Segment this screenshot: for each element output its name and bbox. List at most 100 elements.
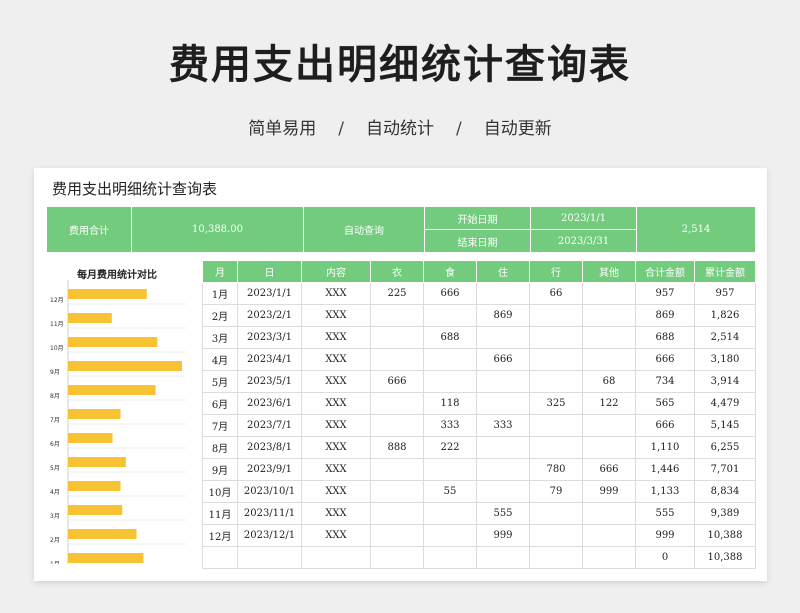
cell-food[interactable]: 118	[423, 392, 477, 415]
cell-clothing[interactable]: 666	[370, 370, 424, 393]
cell-housing[interactable]	[476, 546, 530, 569]
cell-content[interactable]: XXX	[301, 502, 371, 525]
cell-clothing[interactable]	[370, 546, 424, 569]
cell-clothing[interactable]	[370, 348, 424, 371]
cell-food[interactable]	[423, 370, 477, 393]
cell-cumulative[interactable]: 3,180	[694, 348, 756, 371]
cell-month[interactable]: 3月	[202, 326, 238, 349]
cell-other[interactable]	[582, 282, 636, 305]
cell-other[interactable]	[582, 414, 636, 437]
cell-cumulative[interactable]: 9,389	[694, 502, 756, 525]
cell-month[interactable]: 4月	[202, 348, 238, 371]
column-header-food[interactable]: 食	[423, 260, 477, 283]
cell-other[interactable]	[582, 436, 636, 459]
cell-transport[interactable]	[529, 348, 583, 371]
cell-housing[interactable]	[476, 370, 530, 393]
cell-clothing[interactable]	[370, 392, 424, 415]
cell-row-total[interactable]: 666	[635, 414, 695, 437]
cell-clothing[interactable]	[370, 414, 424, 437]
query-result-value[interactable]: 2,514	[636, 206, 756, 253]
cell-month[interactable]: 1月	[202, 282, 238, 305]
cell-content[interactable]: XXX	[301, 282, 371, 305]
cell-content[interactable]: XXX	[301, 304, 371, 327]
cell-food[interactable]	[423, 524, 477, 547]
cell-date[interactable]: 2023/9/1	[237, 458, 302, 481]
cell-month[interactable]: 6月	[202, 392, 238, 415]
cell-content[interactable]: XXX	[301, 326, 371, 349]
cell-other[interactable]	[582, 348, 636, 371]
cell-month[interactable]: 5月	[202, 370, 238, 393]
cell-clothing[interactable]	[370, 304, 424, 327]
column-header-content[interactable]: 内容	[301, 260, 371, 283]
cell-clothing[interactable]	[370, 458, 424, 481]
cell-food[interactable]	[423, 502, 477, 525]
cell-transport[interactable]	[529, 502, 583, 525]
cell-content[interactable]: XXX	[301, 524, 371, 547]
cell-cumulative[interactable]: 7,701	[694, 458, 756, 481]
cell-clothing[interactable]	[370, 502, 424, 525]
cell-transport[interactable]	[529, 524, 583, 547]
cell-row-total[interactable]: 0	[635, 546, 695, 569]
cell-food[interactable]: 333	[423, 414, 477, 437]
cell-cumulative[interactable]: 6,255	[694, 436, 756, 459]
column-header-transport[interactable]: 行	[529, 260, 583, 283]
cell-row-total[interactable]: 957	[635, 282, 695, 305]
cell-row-total[interactable]: 999	[635, 524, 695, 547]
cell-housing[interactable]	[476, 326, 530, 349]
cell-row-total[interactable]: 666	[635, 348, 695, 371]
cell-other[interactable]	[582, 304, 636, 327]
cell-food[interactable]	[423, 458, 477, 481]
cell-transport[interactable]	[529, 546, 583, 569]
cell-cumulative[interactable]: 3,914	[694, 370, 756, 393]
cell-row-total[interactable]: 869	[635, 304, 695, 327]
cell-row-total[interactable]: 688	[635, 326, 695, 349]
cell-cumulative[interactable]: 957	[694, 282, 756, 305]
cell-date[interactable]: 2023/7/1	[237, 414, 302, 437]
cell-content[interactable]: XXX	[301, 348, 371, 371]
start-date-value[interactable]: 2023/1/1	[530, 206, 637, 230]
cell-row-total[interactable]: 565	[635, 392, 695, 415]
cell-month[interactable]: 11月	[202, 502, 238, 525]
cell-content[interactable]: XXX	[301, 458, 371, 481]
cell-other[interactable]: 68	[582, 370, 636, 393]
cell-food[interactable]: 666	[423, 282, 477, 305]
cell-other[interactable]: 122	[582, 392, 636, 415]
cell-other[interactable]	[582, 326, 636, 349]
column-header-housing[interactable]: 住	[476, 260, 530, 283]
cell-cumulative[interactable]: 4,479	[694, 392, 756, 415]
cell-date[interactable]: 2023/3/1	[237, 326, 302, 349]
cell-transport[interactable]: 325	[529, 392, 583, 415]
cell-cumulative[interactable]: 2,514	[694, 326, 756, 349]
cell-transport[interactable]	[529, 326, 583, 349]
cell-clothing[interactable]: 888	[370, 436, 424, 459]
cell-date[interactable]: 2023/6/1	[237, 392, 302, 415]
cell-month[interactable]: 2月	[202, 304, 238, 327]
cell-row-total[interactable]: 555	[635, 502, 695, 525]
cell-housing[interactable]	[476, 392, 530, 415]
cell-food[interactable]	[423, 304, 477, 327]
cell-transport[interactable]	[529, 304, 583, 327]
cell-date[interactable]	[237, 546, 302, 569]
cell-housing[interactable]: 333	[476, 414, 530, 437]
cell-housing[interactable]: 555	[476, 502, 530, 525]
cell-month[interactable]	[202, 546, 238, 569]
cell-month[interactable]: 8月	[202, 436, 238, 459]
column-header-other[interactable]: 其他	[582, 260, 636, 283]
cell-housing[interactable]: 999	[476, 524, 530, 547]
cell-row-total[interactable]: 1,110	[635, 436, 695, 459]
cell-transport[interactable]	[529, 414, 583, 437]
cell-date[interactable]: 2023/1/1	[237, 282, 302, 305]
cell-cumulative[interactable]: 5,145	[694, 414, 756, 437]
cell-month[interactable]: 10月	[202, 480, 238, 503]
cell-other[interactable]	[582, 546, 636, 569]
total-value[interactable]: 10,388.00	[131, 206, 304, 253]
cell-content[interactable]	[301, 546, 371, 569]
cell-month[interactable]: 7月	[202, 414, 238, 437]
cell-content[interactable]: XXX	[301, 370, 371, 393]
cell-housing[interactable]	[476, 458, 530, 481]
cell-content[interactable]: XXX	[301, 480, 371, 503]
column-header-row-total[interactable]: 合计金额	[635, 260, 695, 283]
cell-date[interactable]: 2023/10/1	[237, 480, 302, 503]
cell-other[interactable]: 999	[582, 480, 636, 503]
cell-housing[interactable]	[476, 480, 530, 503]
